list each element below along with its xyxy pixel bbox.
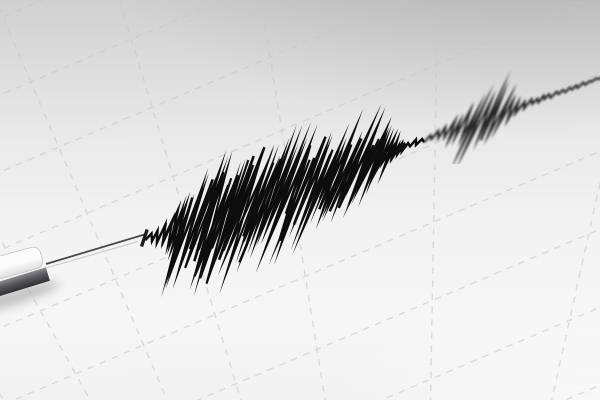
- pen-bracket: [0, 267, 50, 302]
- pen-needle-arm: [45, 233, 145, 265]
- grid-line-vertical: [118, 0, 242, 400]
- grid-line-horizontal: [0, 0, 226, 96]
- grid-line-horizontal: [379, 306, 600, 400]
- pen-needle-highlight: [46, 235, 145, 267]
- grid-line-vertical: [429, 0, 439, 400]
- grid-line-horizontal: [0, 0, 45, 19]
- pen-shadow: [0, 281, 60, 317]
- trace-polyline: [160, 123, 408, 297]
- grid-line-horizontal: [563, 384, 600, 400]
- grid-line-vertical: [550, 180, 600, 400]
- seismograph-pen: [0, 228, 149, 317]
- grid-line-vertical: [0, 237, 92, 400]
- trace-polyline: [423, 69, 600, 172]
- pen-body: [0, 246, 43, 283]
- grid-line-horizontal: [0, 0, 591, 251]
- grid-line-vertical: [0, 393, 5, 400]
- grid-line-vertical: [0, 8, 168, 400]
- pen-needle-shadow: [45, 240, 139, 269]
- seismogram-trace: [142, 69, 600, 298]
